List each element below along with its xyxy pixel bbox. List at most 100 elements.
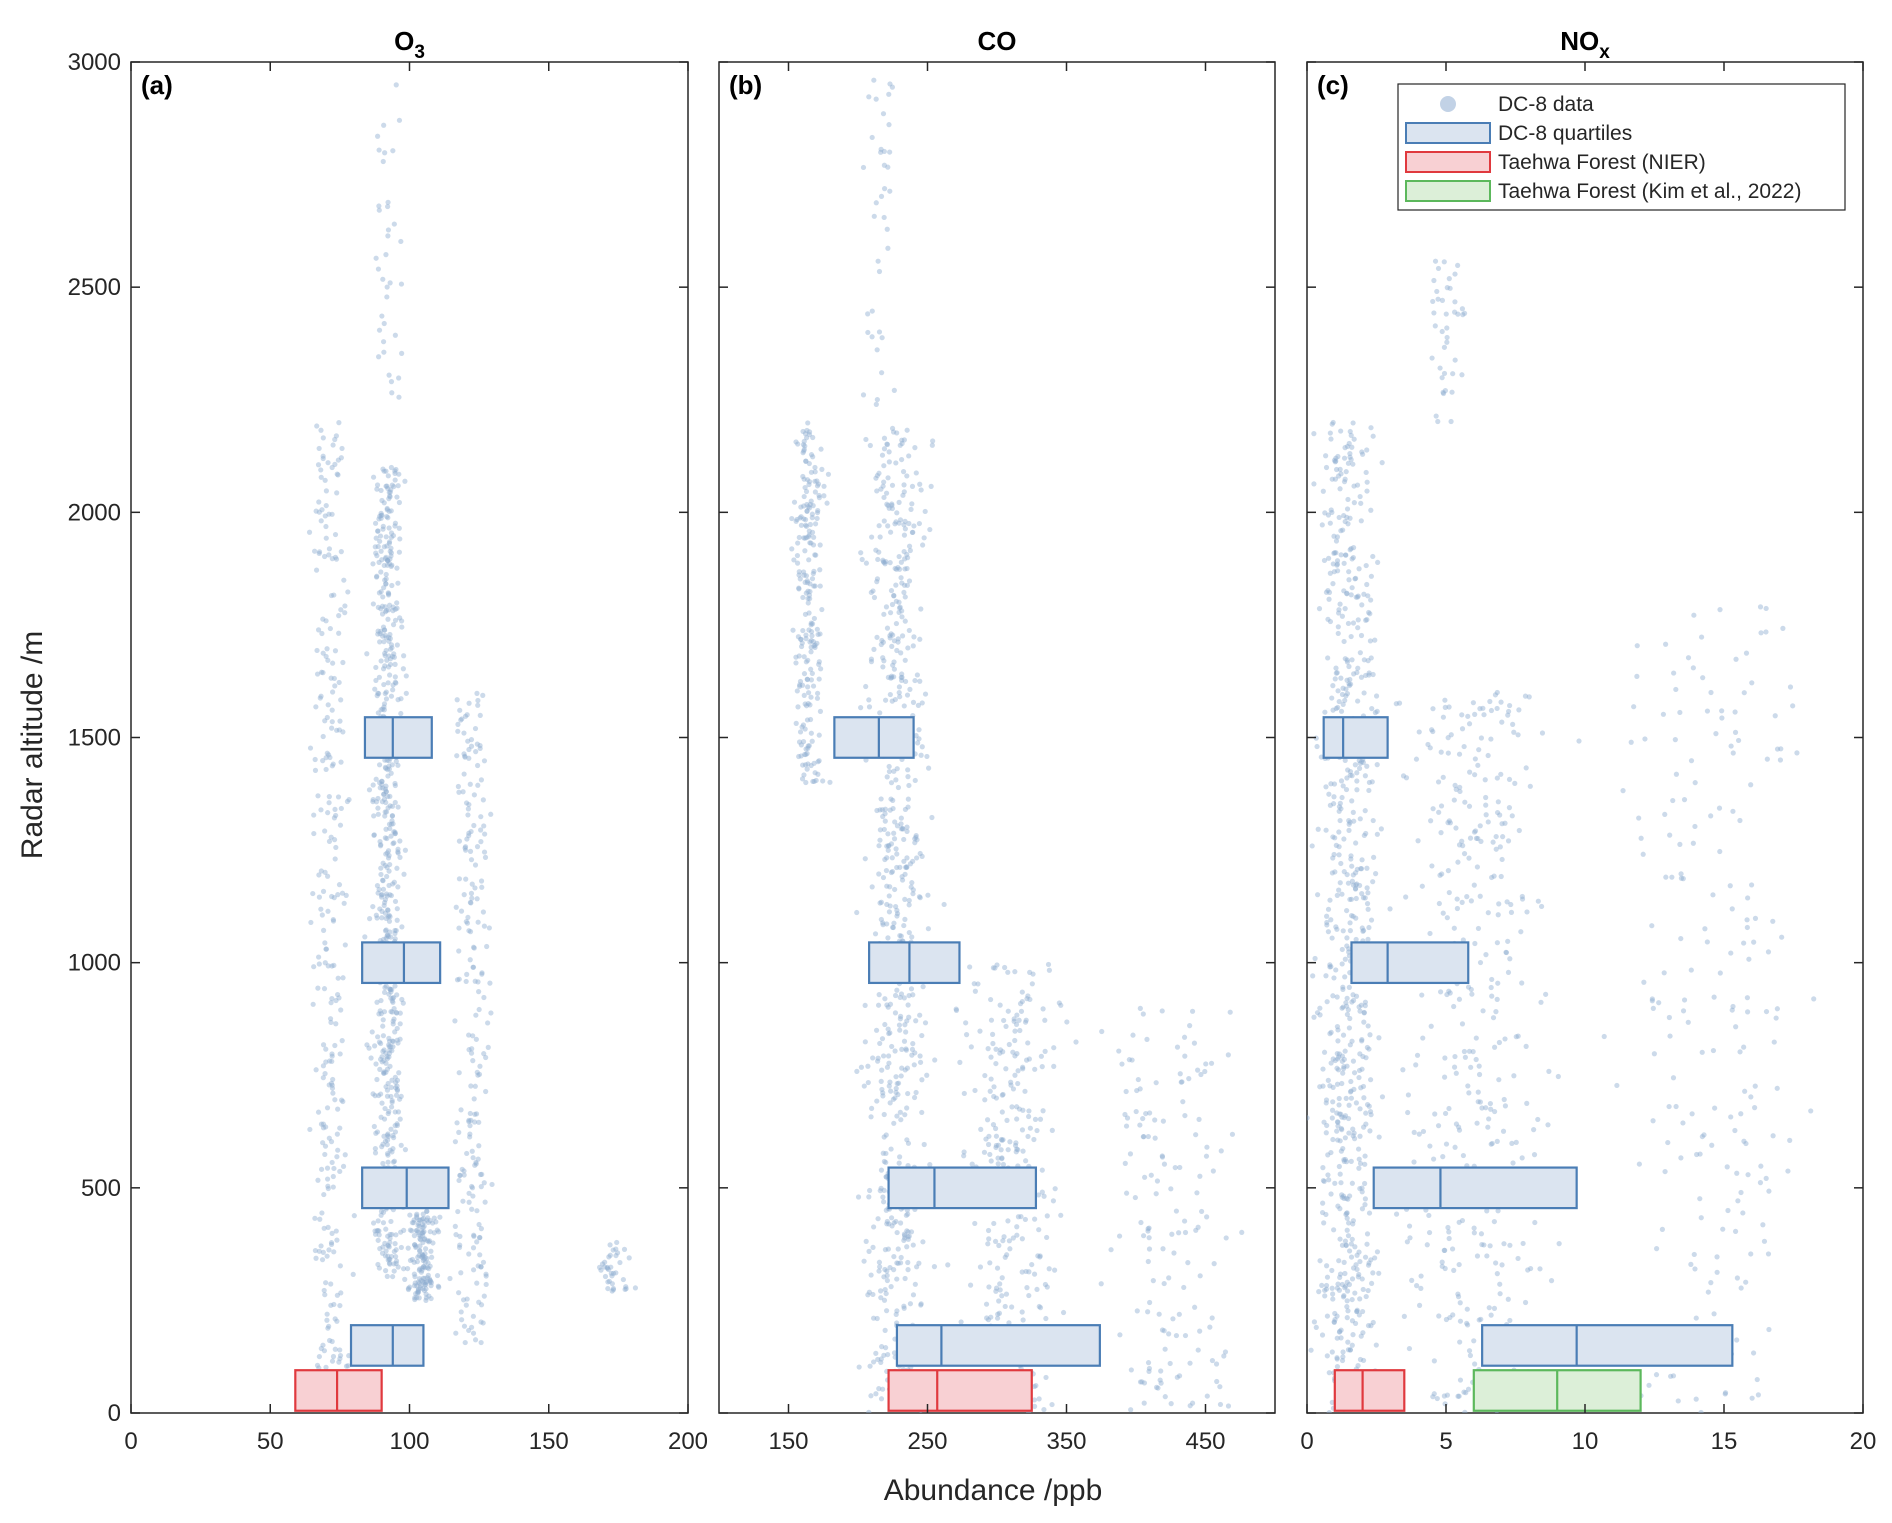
dc8-data-point (1729, 906, 1735, 912)
dc8-data-point (1465, 1386, 1472, 1392)
dc8-data-point (1124, 1115, 1131, 1121)
dc8-data-point (904, 828, 910, 834)
dc8-data-point (469, 895, 475, 901)
dc8-data-point (1337, 1271, 1344, 1277)
dc8-data-point (384, 1066, 391, 1072)
dc8-data-point (993, 1133, 1000, 1139)
dc8-data-point (383, 607, 389, 614)
dc8-data-point (376, 559, 382, 565)
dc8-data-point (1476, 1063, 1482, 1069)
dc8-data-point (418, 1227, 425, 1234)
dc8-data-point (860, 164, 867, 171)
dc8-data-point (392, 674, 398, 680)
dc8-data-point (320, 927, 327, 933)
dc8-data-point (881, 1134, 887, 1140)
dc8-data-point (376, 1039, 383, 1045)
dc8-data-point (984, 1117, 991, 1123)
dc8-data-point (802, 579, 808, 586)
dc8-data-point (1360, 1330, 1366, 1336)
dc8-data-point (329, 995, 335, 1002)
dc8-data-point (898, 933, 904, 939)
dc8-data-point (1368, 917, 1375, 923)
dc8-data-point (1334, 1024, 1341, 1030)
dc8-data-point (924, 1072, 930, 1078)
dc8-data-point (373, 550, 379, 556)
dc8-data-point (392, 468, 398, 474)
dc8-data-point (1341, 869, 1347, 875)
dc8-data-point (421, 1223, 427, 1229)
dc8-data-point (407, 1212, 413, 1218)
dc8-data-point (478, 1302, 485, 1308)
dc8-data-point (400, 1000, 406, 1006)
dc8-data-point (1369, 1280, 1375, 1287)
dc8-data-point (388, 989, 394, 995)
dc8-data-point (1457, 1339, 1463, 1345)
dc8-data-point (1312, 955, 1318, 962)
dc8-data-point (1675, 1398, 1681, 1404)
dc8-data-point (912, 1281, 918, 1287)
dc8-data-point (910, 1041, 916, 1047)
dc8-data-point (384, 294, 390, 300)
dc8-data-point (1026, 1292, 1032, 1299)
dc8-data-point (1334, 1285, 1341, 1291)
dc8-data-point (1317, 1012, 1323, 1018)
dc8-data-point (390, 148, 396, 154)
dc8-data-point (1126, 1057, 1132, 1063)
dc8-data-point (794, 516, 800, 523)
dc8-data-point (375, 795, 381, 802)
dc8-data-point (916, 1260, 922, 1266)
x-tick-label: 450 (1185, 1428, 1225, 1455)
dc8-data-point (329, 511, 335, 517)
dc8-data-point (336, 727, 343, 733)
dc8-data-point (1424, 1242, 1430, 1248)
dc8-data-point (394, 642, 400, 648)
dc8-data-point (609, 1281, 615, 1287)
dc8-data-point (1162, 1346, 1168, 1352)
dc8-data-point (374, 1228, 380, 1234)
dc8-data-point (1307, 1115, 1310, 1121)
dc8-data-point (898, 1073, 904, 1079)
dc8-data-point (803, 659, 809, 665)
dc8-data-point (373, 677, 379, 684)
dc8-data-point (1761, 1238, 1768, 1244)
dc8-data-point (381, 902, 387, 909)
dc8-data-point (811, 778, 817, 785)
dc8-data-point (390, 1038, 396, 1044)
dc8-data-point (1344, 506, 1351, 512)
dc8-data-point (475, 1263, 481, 1269)
dc8-data-point (908, 1229, 915, 1235)
dc8-data-point (1331, 533, 1337, 539)
dc8-data-point (402, 1276, 408, 1282)
dc8-data-point (330, 918, 337, 924)
dc8-data-point (877, 534, 883, 540)
dc8-data-point (1000, 1161, 1007, 1168)
dc8-data-point (397, 1116, 403, 1122)
dc8-data-point (1459, 726, 1466, 732)
dc8-data-point (1129, 1057, 1135, 1063)
dc8-data-point (1366, 670, 1372, 676)
dc8-data-point (811, 615, 817, 622)
dc8-data-point (888, 796, 894, 802)
dc8-data-point (1331, 851, 1337, 858)
dc8-data-point (385, 907, 391, 913)
dc8-data-point (468, 1117, 474, 1124)
dc8-data-point (1732, 729, 1739, 735)
dc8-data-point (1765, 1251, 1772, 1257)
dc8-data-point (405, 1285, 412, 1291)
dc8-data-point (1029, 981, 1035, 987)
dc8-data-point (1494, 940, 1500, 946)
dc8-data-point (414, 1227, 420, 1234)
dc8-data-point (468, 1083, 474, 1089)
dc8-data-point (809, 621, 816, 627)
dc8-data-point (1452, 1144, 1458, 1150)
dc8-data-point (891, 1350, 898, 1356)
dc8-data-point (373, 776, 379, 782)
dc8-data-point (909, 1046, 916, 1053)
dc8-data-point (887, 149, 893, 155)
dc8-data-point (604, 1265, 611, 1271)
panel-title-main: NO (1560, 26, 1599, 56)
dc8-data-point (1344, 1298, 1350, 1304)
dc8-data-point (325, 657, 331, 663)
dc8-data-point (1204, 1214, 1210, 1220)
dc8-data-point (1360, 1053, 1366, 1060)
